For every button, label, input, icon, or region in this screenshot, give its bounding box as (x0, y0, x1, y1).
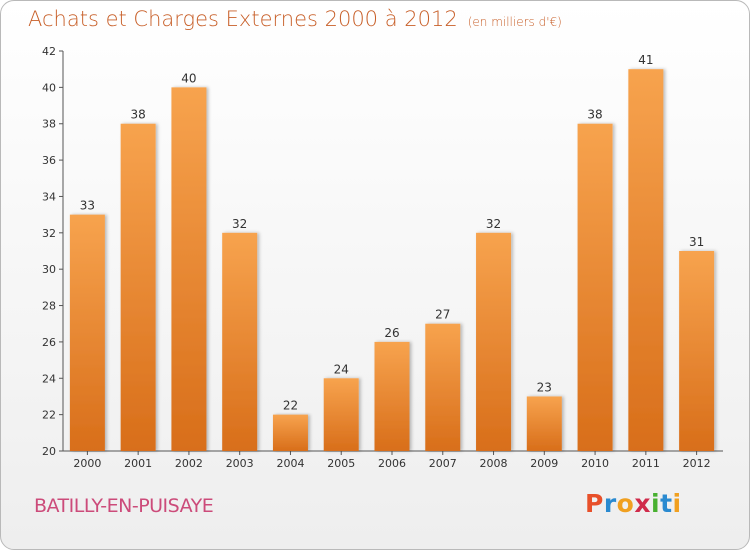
bar-value-label: 27 (435, 308, 450, 322)
x-tick-label: 2000 (73, 457, 101, 470)
x-tick-label: 2001 (124, 457, 152, 470)
logo-letter: i (672, 489, 682, 518)
x-tick-label: 2005 (327, 457, 355, 470)
logo-letter: x (634, 489, 651, 518)
x-tick-label: 2006 (378, 457, 406, 470)
y-tick-label: 24 (42, 372, 56, 385)
bar[interactable] (120, 123, 156, 452)
bar-value-label: 40 (181, 71, 196, 85)
y-tick-label: 42 (42, 45, 56, 58)
bar-value-label: 26 (384, 326, 399, 340)
bar-value-label: 31 (689, 235, 704, 249)
bar[interactable] (69, 214, 105, 451)
y-tick-label: 20 (42, 445, 56, 458)
y-tick-label: 34 (42, 190, 56, 203)
bar-value-label: 32 (486, 217, 501, 231)
x-tick-label: 2009 (530, 457, 558, 470)
logo-letter: t (660, 489, 673, 518)
y-tick-label: 26 (42, 336, 56, 349)
logo-letter: i (651, 489, 661, 518)
bar-value-label: 23 (537, 380, 552, 394)
bar-value-label: 22 (283, 399, 298, 413)
x-tick-label: 2002 (175, 457, 203, 470)
bar[interactable] (628, 69, 664, 451)
bar-value-label: 32 (232, 217, 247, 231)
x-tick-label: 2008 (480, 457, 508, 470)
bar-value-label: 33 (80, 199, 95, 213)
y-tick-label: 28 (42, 300, 56, 313)
proxiti-logo[interactable]: Proxiti (585, 489, 682, 518)
x-tick-label: 2007 (429, 457, 457, 470)
bar[interactable] (425, 323, 461, 451)
x-tick-label: 2010 (581, 457, 609, 470)
bar[interactable] (679, 251, 715, 451)
bar-value-label: 24 (334, 362, 349, 376)
bar[interactable] (222, 232, 258, 451)
chart-data-labels: 33 38 40 32 22 24 26 27 32 23 38 41 31 (80, 53, 705, 412)
x-tick-label: 2011 (632, 457, 660, 470)
bar[interactable] (526, 396, 562, 451)
x-tick-label: 2003 (226, 457, 254, 470)
x-tick-label: 2004 (276, 457, 304, 470)
chart-bars (69, 69, 715, 452)
bar[interactable] (577, 123, 613, 452)
bar-value-label: 41 (638, 53, 653, 67)
bar-value-label: 38 (587, 108, 602, 122)
y-tick-label: 32 (42, 227, 56, 240)
logo-letter: P (585, 489, 604, 518)
y-tick-label: 22 (42, 409, 56, 422)
y-tick-label: 36 (42, 154, 56, 167)
y-tick-label: 38 (42, 118, 56, 131)
logo-letter: r (603, 489, 617, 518)
y-tick-label: 30 (42, 263, 56, 276)
x-tick-label: 2012 (683, 457, 711, 470)
bar-value-label: 38 (131, 108, 146, 122)
y-tick-label: 40 (42, 81, 56, 94)
chart-unit: (en milliers d'€) (467, 15, 562, 29)
bar[interactable] (476, 232, 512, 451)
bar[interactable] (323, 378, 359, 451)
bar[interactable] (171, 87, 207, 451)
bar[interactable] (374, 341, 410, 451)
chart-title: Achats et Charges Externes 2000 à 2012 (e… (28, 7, 562, 31)
commune-name: BATILLY-EN-PUISAYE (34, 495, 214, 517)
chart-title-text: Achats et Charges Externes 2000 à 2012 (28, 7, 458, 31)
logo-letter: o (616, 489, 635, 518)
chart-axes: 20 22 24 26 28 30 32 34 36 38 40 42 2000 2001 2002 2003… (42, 45, 723, 470)
bar[interactable] (272, 414, 308, 451)
